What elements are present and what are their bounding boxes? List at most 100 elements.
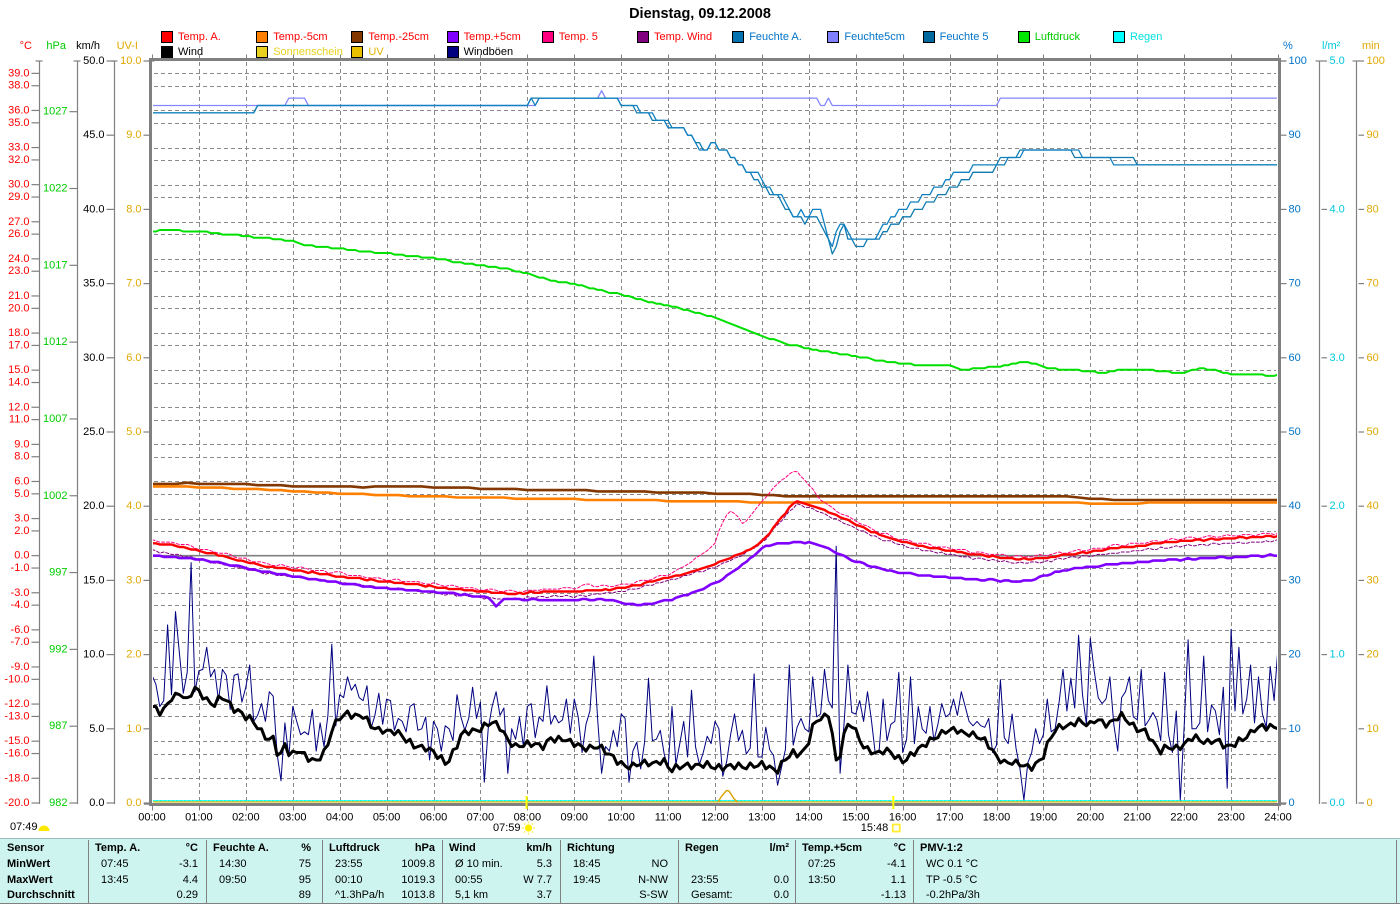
legend-swatch-wind [161,45,173,58]
axis-label-kmh: 50.0 [83,55,104,67]
table-col-unit: °C [893,842,906,854]
table-col-unit: l/m² [769,842,789,854]
x-axis-label: 10:00 [607,812,635,824]
x-axis-label: 20:00 [1077,812,1105,824]
legend-swatch-uv [351,45,364,58]
sunrise-icon [521,821,536,835]
series-temp_5 [153,471,1277,594]
axis-label-minu: 60 [1367,352,1379,364]
axis-label-hpa: 1022 [43,183,67,195]
table-value-time: TP -0.5 °C [926,873,978,886]
table-value-time: 18:45 [573,858,601,870]
moonrise-time-label: 07:49 [10,821,38,833]
moonrise-icon [38,825,50,831]
axis-label-tempC: 15.0 [8,364,29,376]
table-row-label: MinWert [7,858,51,870]
table-value-time: 13:45 [101,873,129,886]
x-axis-label: 23:00 [1217,812,1245,824]
axis-label-uvi: 1.0 [126,723,141,735]
axis-unit-kmh: km/h [76,40,100,52]
axis-label-tempC: -6.0 [11,624,30,636]
table-value: -1.13 [880,889,906,901]
table-value: 0.0 [773,873,789,886]
axis-label-kmh: 15.0 [83,574,104,586]
x-axis-label: 12:00 [701,812,729,824]
axis-label-tempC: 39.0 [8,67,29,79]
table-value-time: WC 0.1 °C [926,858,979,870]
axis-label-pct: 10 [1289,723,1301,735]
table-divider [913,840,914,903]
axis-label-minu: 70 [1367,278,1379,290]
axis-label-hpa: 1002 [43,490,67,502]
legend-label-windboeen: Windböen [463,45,514,58]
axis-label-tempC: 32.0 [8,154,29,166]
x-axis-label: 16:00 [889,812,917,824]
axis-label-tempC: -4.0 [11,599,30,611]
sun-ray [523,830,526,834]
table-divider [442,840,443,903]
table-col-header: Regen [685,842,719,854]
axis-label-pct: 30 [1289,574,1301,586]
axis-label-pct: 90 [1289,129,1301,141]
sun-disc [524,824,533,832]
table-value: 0.29 [176,889,198,901]
axis-label-tempC: -18.0 [4,772,29,784]
axis-label-minu: 20 [1367,649,1379,661]
x-axis-label: 07:00 [467,812,495,824]
axis-label-pct: 50 [1289,426,1301,438]
axis-label-tempC: 35.0 [8,117,29,129]
axis-label-tempC: 17.0 [8,339,29,351]
sunset-time-label: 15:48 [861,822,889,834]
axis-label-tempC: -12.0 [4,698,29,710]
axis-label-tempC: -3.0 [11,587,30,599]
axis-label-kmh: 30.0 [83,352,104,364]
axis-label-uvi: 8.0 [126,203,141,215]
table-col-header: Temp. A. [95,842,141,854]
axis-label-tempC: -20.0 [4,797,29,809]
axis-label-tempC: 24.0 [8,253,29,265]
legend-swatch-temp_p5 [446,31,459,43]
axis-label-pct: 20 [1289,649,1301,661]
axis-label-uvi: 7.0 [126,278,141,290]
axis-label-lm2: 1.0 [1330,649,1345,661]
axis-label-uvi: 9.0 [126,129,141,141]
axis-label-minu: 0 [1367,797,1373,809]
legend-label-temp_m25: Temp.-25cm [368,31,429,43]
axis-label-tempC: 23.0 [8,265,29,277]
x-axis-label: 04:00 [326,812,354,824]
legend-label-feuchte5cm: Feuchte5cm [844,31,905,43]
legend-label-temp_m5: Temp.-5cm [273,31,328,43]
axis-label-uvi: 4.0 [126,500,141,512]
x-axis-label: 13:00 [748,812,776,824]
table-value-time: 00:10 [335,873,363,886]
axis-label-tempC: 11.0 [9,414,30,426]
x-axis-label: 03:00 [279,812,307,824]
table-value: 1019.3 [401,873,435,886]
axis-label-hpa: 1027 [43,106,67,118]
axis-label-tempC: 2.0 [14,525,29,537]
axis-label-kmh: 25.0 [83,426,104,438]
axis-label-hpa: 1007 [43,413,67,425]
table-value-time: 14:30 [219,858,247,870]
table-value: S-SW [639,889,668,901]
axis-label-minu: 30 [1367,574,1379,586]
legend-swatch-temp_a [161,31,173,43]
axis-label-tempC: 3.0 [14,513,29,525]
axis-label-tempC: 5.0 [14,488,29,500]
table-value-time: 07:45 [101,858,129,870]
x-axis-label: 15:00 [842,812,870,824]
axis-label-uvi: 0.0 [126,797,141,809]
legend-swatch-temp_5 [541,31,554,43]
table-value-time: 00:55 [455,873,483,886]
legend-swatch-regen [1113,31,1125,43]
axis-label-kmh: 35.0 [83,278,104,290]
series-temp_m25 [153,481,1277,502]
table-col-unit: °C [185,842,198,854]
table-value: 1.1 [890,873,906,886]
x-axis-label: 02:00 [232,812,260,824]
axis-label-tempC: 14.0 [8,377,29,389]
legend-label-temp_5: Temp. 5 [558,31,598,43]
axis-label-tempC: 0.0 [14,550,29,562]
table-row-label: Sensor [7,842,45,854]
axis-label-tempC: 26.0 [8,228,29,240]
